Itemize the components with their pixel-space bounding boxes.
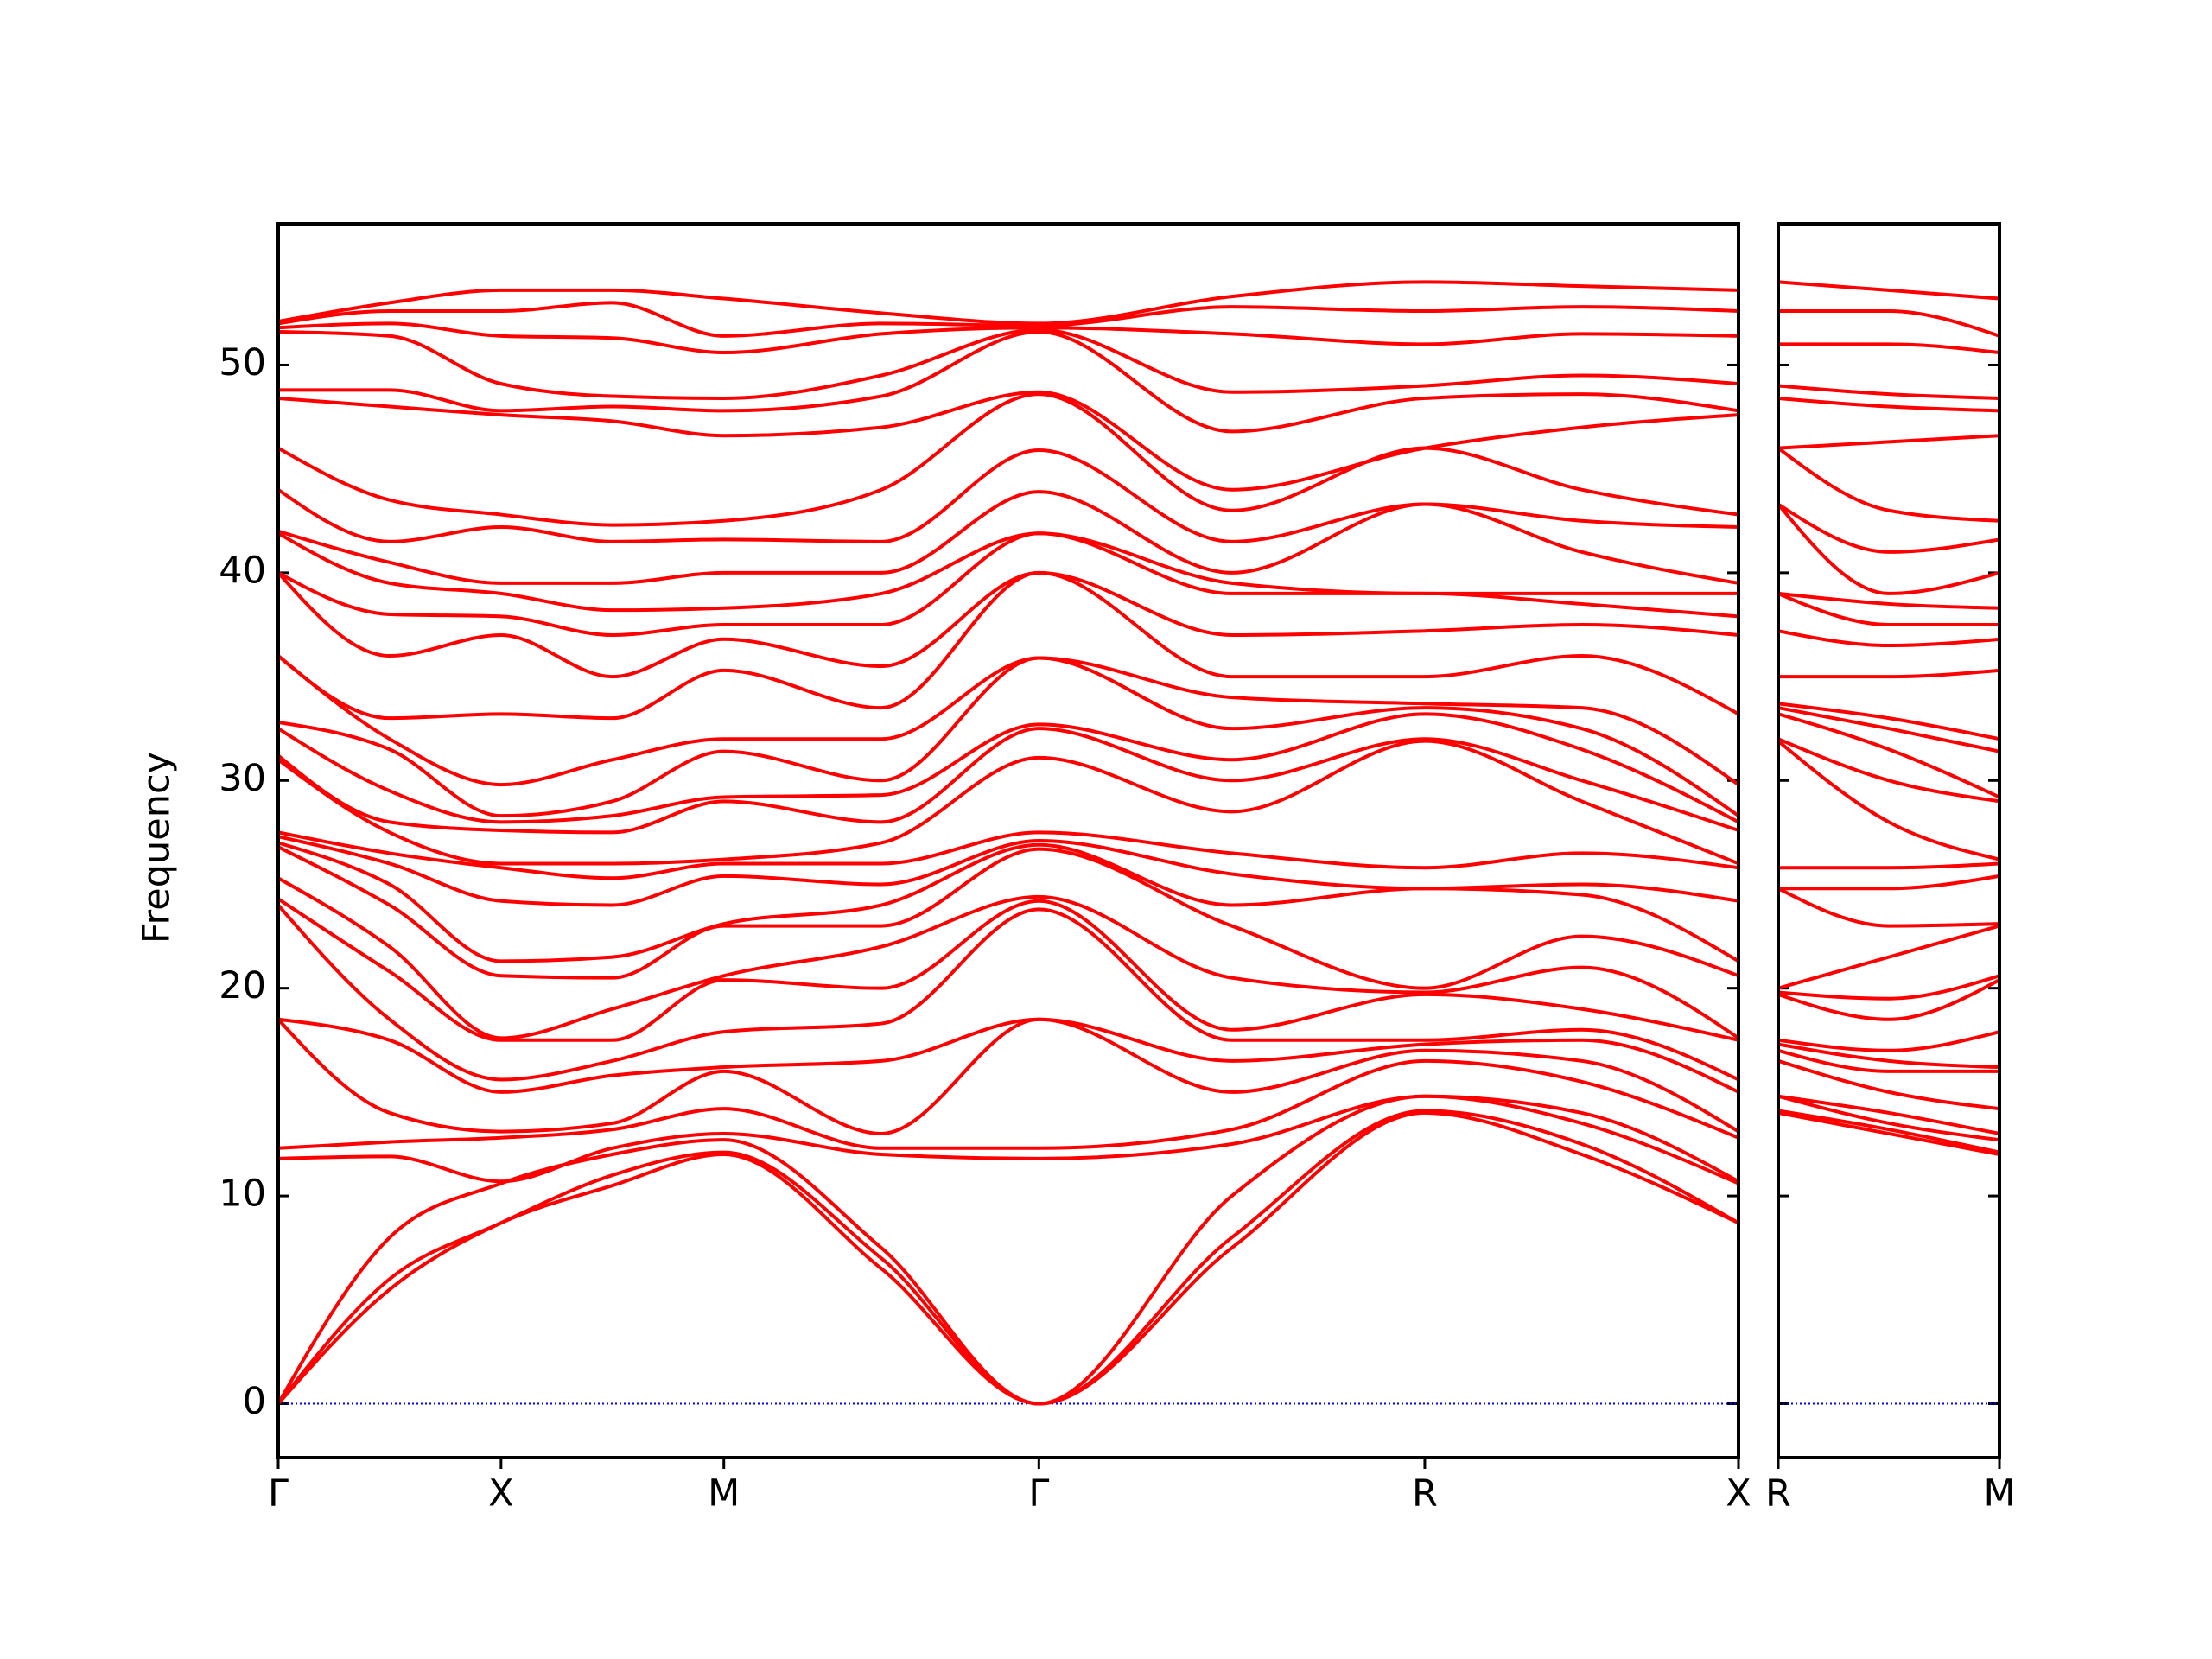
band-line bbox=[1778, 1094, 1999, 1135]
band-line bbox=[278, 656, 1738, 818]
band-line bbox=[278, 845, 1738, 990]
band-line bbox=[1778, 702, 1999, 741]
band-line bbox=[278, 876, 1738, 1040]
band-line bbox=[278, 327, 1738, 400]
band-line bbox=[1778, 924, 1999, 990]
band-line bbox=[278, 897, 1738, 1042]
band-line bbox=[278, 1094, 1738, 1184]
band-line bbox=[1778, 1109, 1999, 1154]
band-line bbox=[278, 392, 1738, 527]
x-tick-label: M bbox=[708, 1472, 740, 1516]
band-line bbox=[1778, 737, 1999, 804]
y-tick-label: 20 bbox=[219, 964, 266, 1007]
band-line bbox=[1778, 629, 1999, 648]
band-line bbox=[1778, 342, 1999, 355]
band-line bbox=[278, 570, 1738, 721]
band-line bbox=[278, 531, 1738, 613]
band-line bbox=[1778, 503, 1999, 595]
band-line bbox=[278, 1017, 1738, 1135]
band-line bbox=[1778, 974, 1999, 1001]
band-line bbox=[1778, 308, 1999, 338]
band-line bbox=[1778, 1110, 1999, 1156]
band-line bbox=[1778, 1042, 1999, 1070]
band-line bbox=[278, 1017, 1738, 1094]
band-line bbox=[278, 1109, 1738, 1406]
band-line bbox=[278, 654, 1738, 787]
band-line bbox=[1778, 280, 1999, 301]
band-line bbox=[1778, 1030, 1999, 1052]
band-line bbox=[278, 1058, 1738, 1150]
band-line bbox=[278, 570, 1738, 679]
y-tick-label: 50 bbox=[219, 341, 266, 385]
band-line bbox=[1778, 1094, 1999, 1142]
band-line bbox=[1778, 668, 1999, 679]
band-line bbox=[278, 280, 1738, 326]
band-line bbox=[1778, 502, 1999, 554]
band-line bbox=[278, 531, 1738, 637]
band-line bbox=[278, 490, 1738, 585]
y-tick-label: 40 bbox=[219, 549, 266, 592]
band-line bbox=[278, 835, 1738, 907]
band-line bbox=[1778, 740, 1999, 861]
x-tick-label: Γ bbox=[1028, 1472, 1049, 1516]
x-tick-label: M bbox=[1983, 1472, 2015, 1516]
axes-frame bbox=[1777, 222, 2001, 1459]
band-line bbox=[278, 330, 1738, 434]
band-line bbox=[278, 739, 1738, 866]
band-line bbox=[1778, 396, 1999, 413]
y-tick-label: 30 bbox=[219, 757, 266, 800]
x-tick-label: R bbox=[1765, 1472, 1791, 1516]
band-line bbox=[278, 1110, 1738, 1406]
y-axis-label: Frequency bbox=[136, 752, 179, 944]
band-line bbox=[1778, 434, 1999, 450]
band-line bbox=[278, 830, 1738, 880]
band-line bbox=[1778, 861, 1999, 870]
x-tick-label: R bbox=[1412, 1472, 1438, 1516]
band-line bbox=[1778, 384, 1999, 400]
band-line bbox=[1778, 712, 1999, 799]
band-line bbox=[278, 448, 1738, 543]
band-line bbox=[1778, 887, 1999, 928]
axes-frame bbox=[276, 222, 1740, 1459]
band-line bbox=[278, 1094, 1738, 1406]
x-tick-label: X bbox=[488, 1472, 513, 1516]
band-line bbox=[1778, 591, 1999, 610]
band-line bbox=[1778, 1048, 1999, 1073]
y-tick-label: 10 bbox=[219, 1173, 266, 1216]
band-line bbox=[278, 712, 1738, 824]
band-line bbox=[278, 321, 1738, 355]
x-tick-label: X bbox=[1726, 1472, 1751, 1516]
band-line bbox=[1778, 706, 1999, 753]
band-line bbox=[278, 904, 1738, 1082]
band-line bbox=[1778, 1058, 1999, 1111]
band-line bbox=[1778, 592, 1999, 626]
band-line bbox=[1778, 447, 1999, 523]
band-line bbox=[278, 390, 1738, 492]
band-line bbox=[278, 727, 1738, 835]
band-line bbox=[1778, 978, 1999, 1021]
band-line bbox=[278, 841, 1738, 963]
band-line bbox=[1778, 874, 1999, 891]
x-tick-label: Γ bbox=[268, 1472, 289, 1516]
y-tick-label: 0 bbox=[243, 1380, 266, 1423]
plot-panel: 0 10 20 30 40 50 Γ X M Γ R X bbox=[219, 222, 1751, 1516]
band-line bbox=[278, 301, 1738, 338]
